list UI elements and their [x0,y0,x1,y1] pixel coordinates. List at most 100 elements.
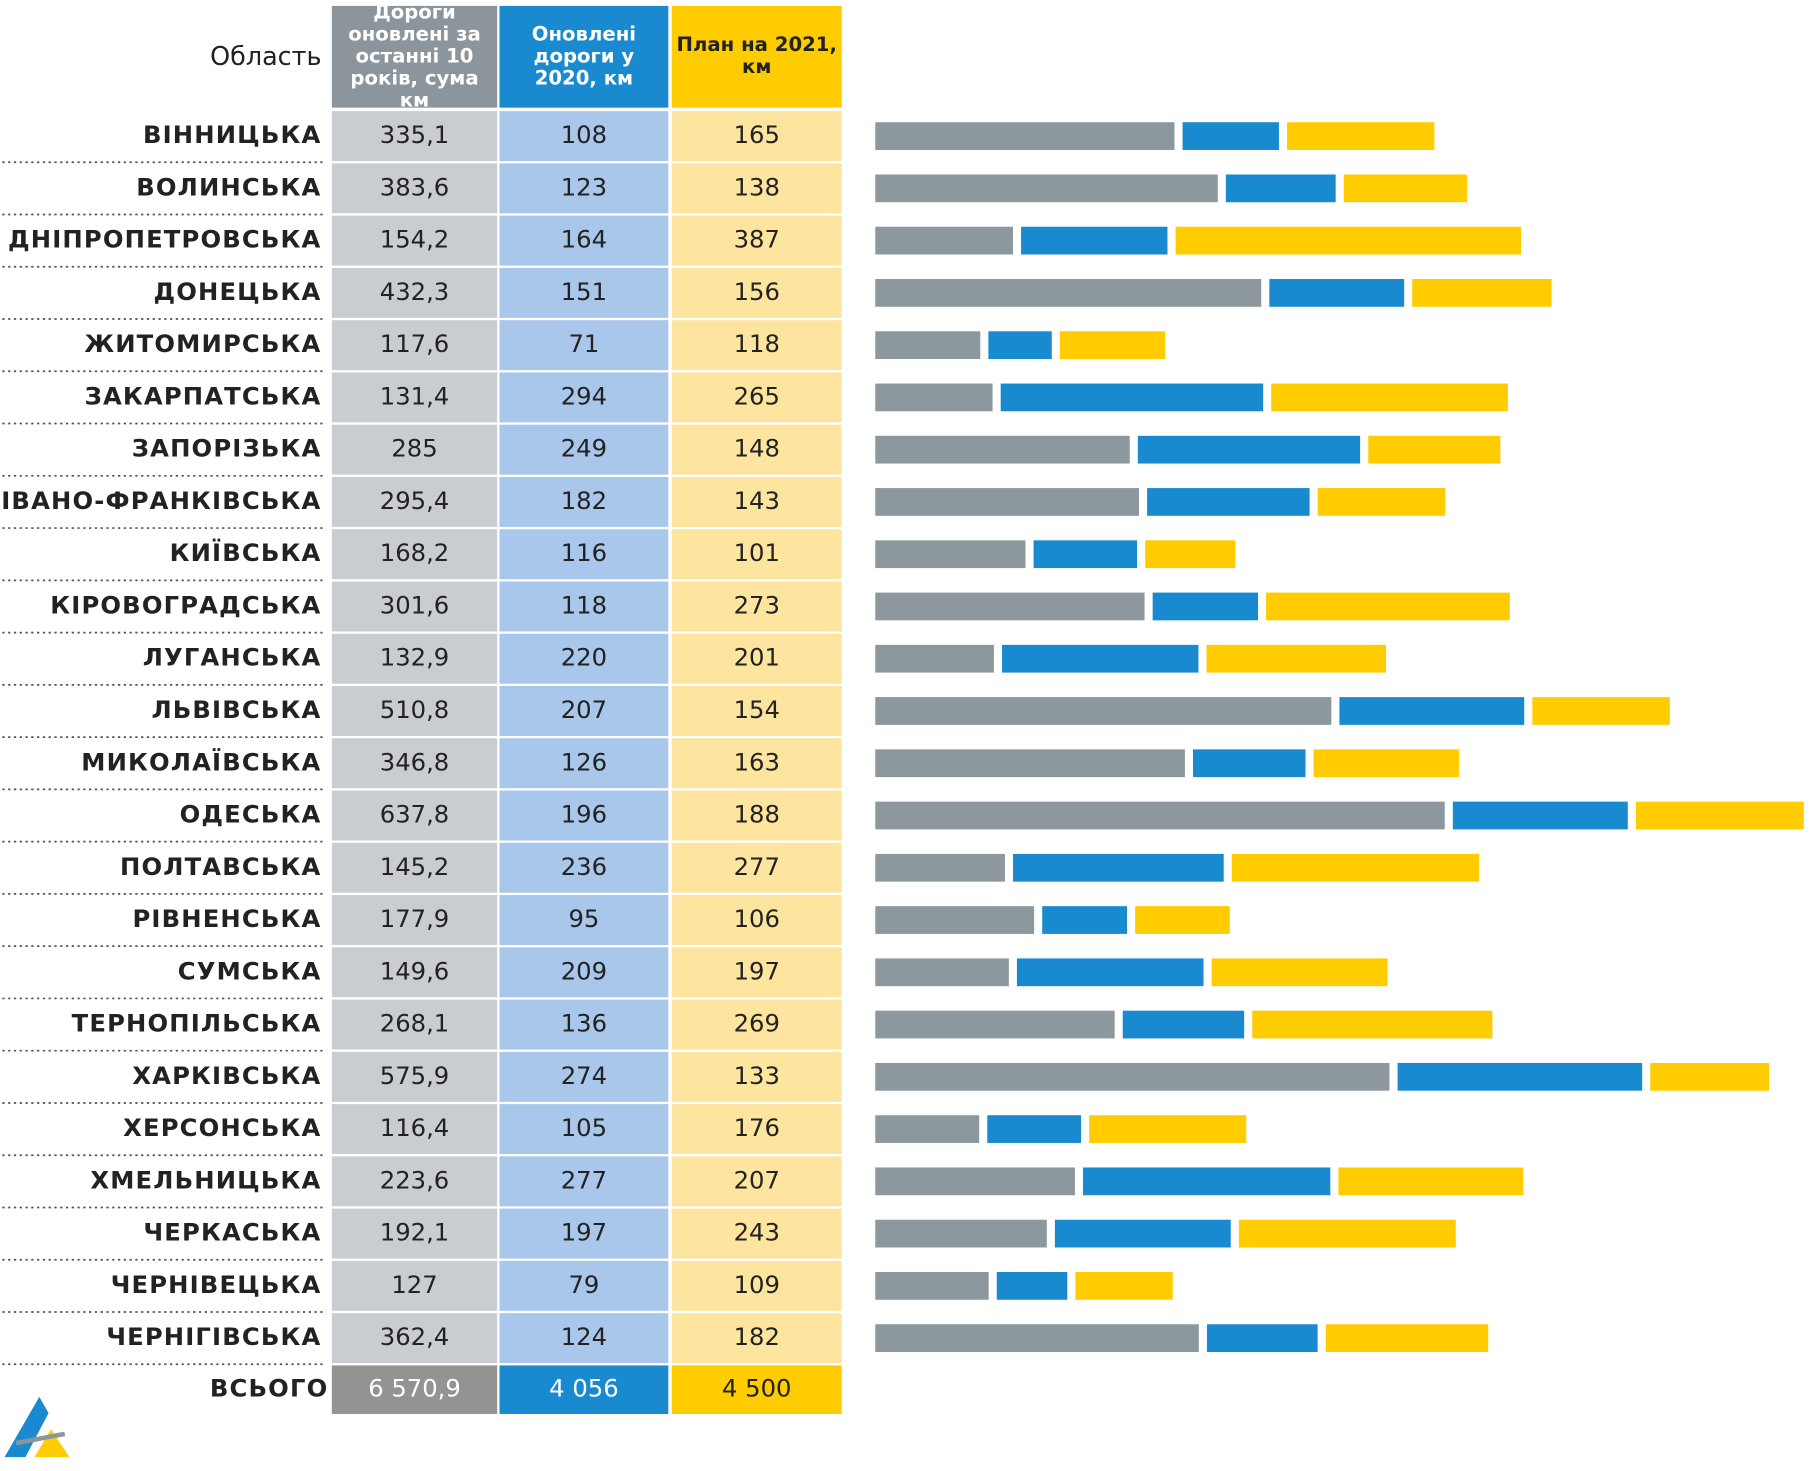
row-label: КІРОВОГРАДСЬКА [50,590,321,619]
cell-value: 138 [734,172,780,201]
cell-value: 197 [561,1218,607,1247]
table-cell [499,947,669,998]
table-cell [331,424,498,475]
row-label: ЛУГАНСЬКА [143,643,322,672]
cell-value: 269 [734,1009,780,1038]
table-cell [671,320,842,371]
bar-segment [1238,1219,1456,1248]
cell-value: 182 [561,486,607,515]
table-cell [671,163,842,214]
bar-segment [875,174,1218,203]
cell-value: 108 [561,120,607,149]
bar-segment [875,749,1185,778]
row-label: ЖИТОМИРСЬКА [84,329,321,358]
bar-segment [1635,801,1804,830]
cell-value: 143 [734,486,780,515]
table-cell [671,1156,842,1207]
total-label: ВСЬОГО [210,1374,328,1403]
row-label: ВОЛИНСЬКА [136,172,321,201]
logo [4,1396,70,1457]
table-cell [499,267,669,318]
cell-value: 575,9 [380,1061,449,1090]
cell-value: 118 [561,590,607,619]
table-cell [331,790,498,841]
cell-value: 220 [561,643,607,672]
bar-segment [988,331,1052,360]
cell-value: 268,1 [380,1009,449,1038]
cell-value: 165 [734,120,780,149]
cell-value: 117,6 [380,329,449,358]
header-cell [671,5,842,108]
table-cell [499,686,669,736]
table-cell [331,738,498,789]
cell-value: 154,2 [380,225,449,254]
total-cell [331,1365,498,1414]
bar-segment [1083,1167,1331,1196]
cell-value: 126 [561,747,607,776]
cell-value: 192,1 [380,1218,449,1247]
table-cell [671,999,842,1050]
header-label: Дороги оновлені за останні 10 років, сум… [348,5,481,108]
bar-segment [875,1272,989,1300]
cell-value: 301,6 [380,590,449,619]
bar-segment [1532,697,1670,725]
bar-segment [1147,488,1310,516]
cell-value: 273 [734,590,780,619]
cell-value: 116,4 [380,1113,449,1142]
table-cell [331,999,498,1050]
header-label: Оновлені дороги у 2020, км [531,22,637,90]
bar-segment [1271,383,1508,412]
table-cell [671,738,842,789]
cell-value: 387 [734,225,780,254]
bar-segment [1059,331,1166,360]
table-cell [331,633,498,684]
bar-segment [1137,435,1361,464]
cell-value: 510,8 [380,695,449,724]
cell-value: 164 [561,225,607,254]
table-cell [499,1051,669,1102]
table-cell [671,1313,842,1364]
table-cell [499,1313,669,1364]
row-label: ДНІПРОПЕТРОВСЬКА [8,225,321,254]
row-label: ХАРКІВСЬКА [132,1061,321,1090]
table-cell [499,581,669,632]
total-cell [499,1365,669,1414]
table-cell [671,267,842,318]
cell-value: 432,3 [380,277,449,306]
header-text: Оновлені дороги у 2020, км [531,22,637,90]
table-cell [331,267,498,318]
bar-segment [1175,226,1522,255]
cell-value: 249 [561,434,607,463]
table-cell [499,372,669,423]
total-value: 4 500 [722,1374,791,1403]
table-cell [499,424,669,475]
table-cell [331,686,498,736]
total-cell [671,1365,842,1414]
table-cell [671,529,842,580]
bar-segment [1016,958,1204,987]
bar-segment [1266,592,1510,621]
bar-segment [1122,1010,1245,1039]
bar-segment [1317,488,1446,516]
bar-segment [1013,853,1224,882]
bar-segment [875,279,1262,307]
header-label: План на 2021, км [676,33,837,79]
table-cell [671,215,842,266]
cell-value: 182 [734,1322,780,1351]
cell-value: 177,9 [380,904,449,933]
table-cell [331,1313,498,1364]
table-cell [331,111,498,162]
bar-segment [875,122,1175,150]
cell-value: 209 [561,956,607,985]
cell-value: 124 [561,1322,607,1351]
table-cell [671,1051,842,1102]
header-text: Дороги оновлені за останні 10 років, сум… [348,5,481,108]
table-cell [331,163,498,214]
row-label: ЛЬВІВСЬКА [151,695,321,724]
table-cell [499,790,669,841]
row-label: ОДЕСЬКА [180,800,322,829]
cell-value: 145,2 [380,852,449,881]
row-label: МИКОЛАЇВСЬКА [81,747,321,776]
bar-segment [1002,644,1199,673]
